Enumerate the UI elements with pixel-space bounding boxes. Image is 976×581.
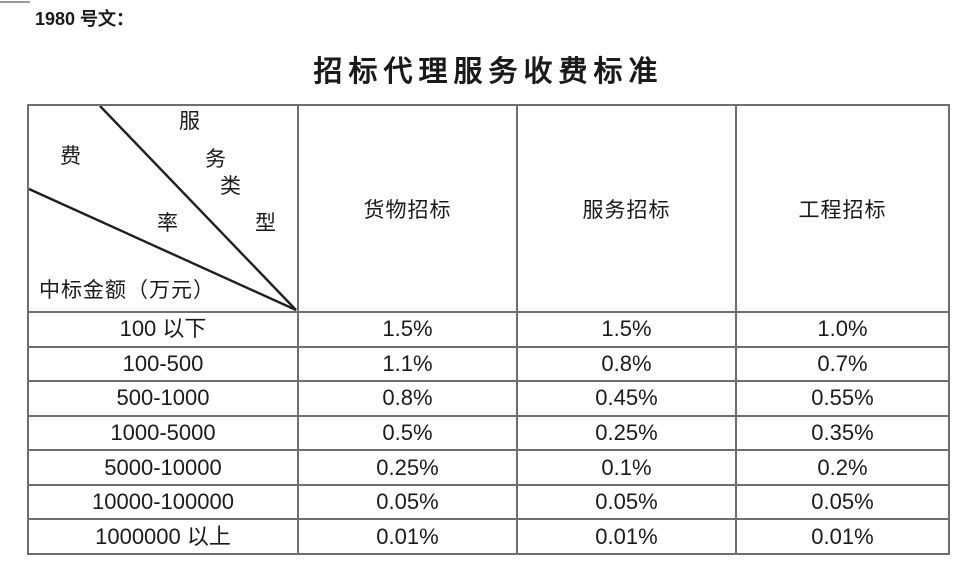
cell-range: 100-500 (29, 345, 297, 381)
cell-goods: 0.05% (297, 483, 516, 519)
row-axis-label: 中标金额（万元） (39, 278, 215, 302)
corner-char-service-type-3: 类 (220, 174, 241, 198)
corner-char-service-type-1: 服 (179, 109, 200, 133)
cell-range: 100 以下 (29, 311, 297, 346)
cell-range: 1000000 以上 (29, 518, 297, 553)
fee-table: 服 务 类 型 费 率 中标金额（万元） 货物招标 服务招标 工程招标 100 … (27, 104, 950, 555)
corner-char-service-type-2: 务 (205, 147, 226, 171)
cell-range: 500-1000 (29, 380, 297, 415)
cell-engineering: 0.05% (735, 483, 948, 519)
cell-range: 10000-100000 (29, 483, 297, 519)
cell-range: 1000-5000 (29, 414, 297, 450)
corner-char-fee-rate-2: 率 (157, 211, 178, 235)
cell-goods: 0.5% (297, 414, 516, 450)
cell-service: 0.45% (516, 380, 735, 415)
column-header-service: 服务招标 (516, 106, 735, 311)
cell-range: 5000-10000 (29, 449, 297, 484)
cell-service: 1.5% (516, 311, 735, 346)
table-corner-cell: 服 务 类 型 费 率 中标金额（万元） (29, 106, 297, 311)
corner-char-service-type-4: 型 (255, 211, 276, 235)
cell-service: 0.01% (516, 518, 735, 553)
page-title: 招标代理服务收费标准 (313, 56, 664, 88)
cell-service: 0.25% (516, 414, 735, 450)
cell-goods: 0.01% (297, 518, 516, 553)
diagonal-lines-graphic (29, 106, 297, 311)
cell-service: 0.05% (516, 483, 735, 519)
cell-engineering: 0.35% (735, 414, 948, 450)
cell-service: 0.8% (516, 345, 735, 381)
cell-engineering: 0.7% (735, 345, 948, 381)
cell-engineering: 0.2% (735, 449, 948, 484)
cell-goods: 0.25% (297, 449, 516, 484)
diagonal-line-upper (99, 106, 297, 311)
diagonal-line-lower (29, 187, 297, 311)
corner-char-fee-rate-1: 费 (60, 144, 81, 168)
scan-edge-artifact (0, 1, 30, 3)
cell-engineering: 1.0% (735, 311, 948, 346)
cell-goods: 0.8% (297, 380, 516, 415)
column-header-engineering: 工程招标 (735, 106, 948, 311)
cell-goods: 1.5% (297, 311, 516, 346)
column-header-goods: 货物招标 (297, 106, 516, 311)
cell-service: 0.1% (516, 449, 735, 484)
cell-engineering: 0.55% (735, 380, 948, 415)
doc-number-label: 1980 号文： (35, 9, 135, 29)
cell-engineering: 0.01% (735, 518, 948, 553)
cell-goods: 1.1% (297, 345, 516, 381)
